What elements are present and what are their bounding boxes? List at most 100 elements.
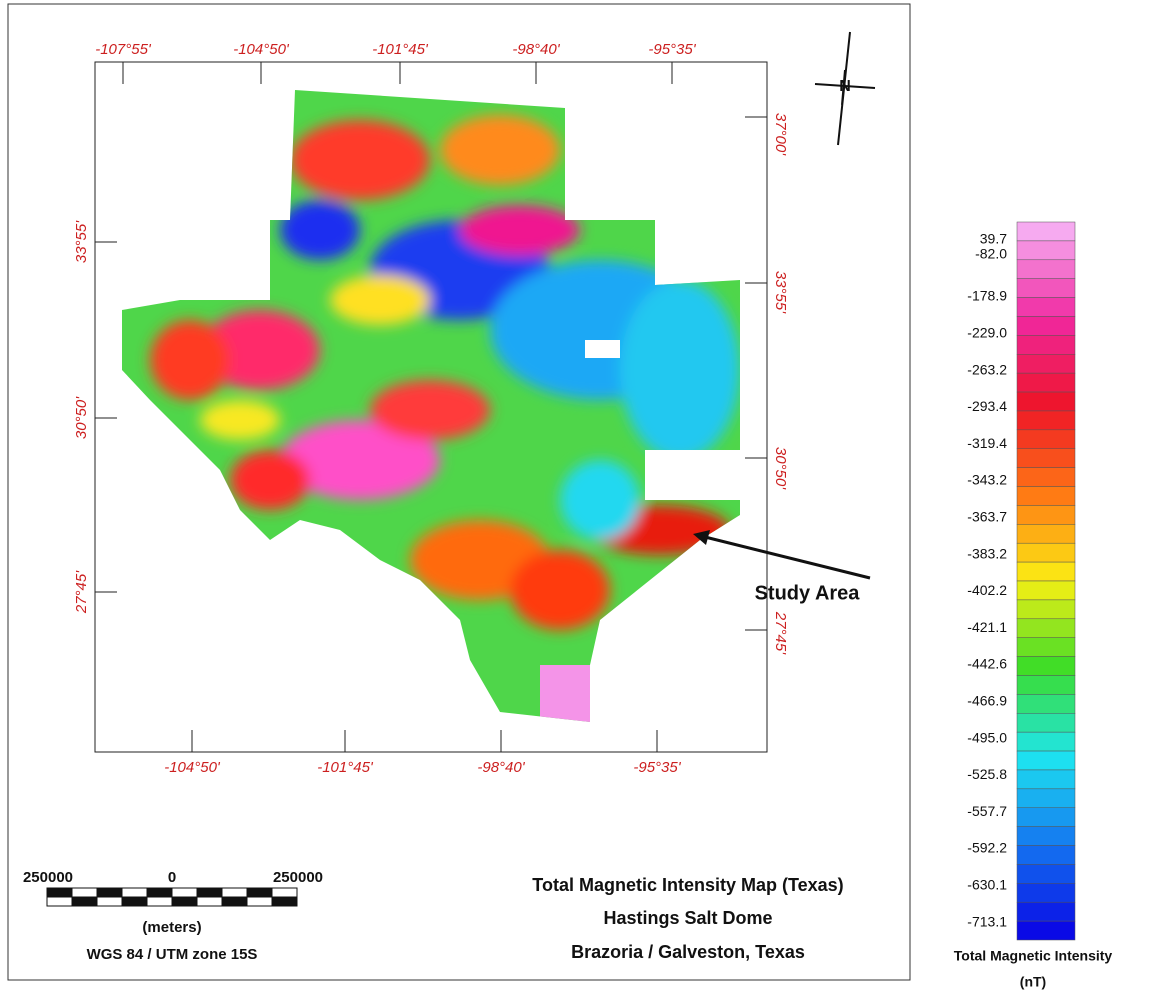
scale-segment: [197, 897, 222, 906]
legend-swatch: [1017, 298, 1075, 317]
scale-segment: [122, 897, 147, 906]
legend-title: Total Magnetic Intensity: [954, 948, 1113, 964]
scale-segment: [172, 888, 197, 897]
legend-swatch: [1017, 411, 1075, 430]
legend-label: -466.9: [967, 693, 1007, 709]
legend-label: -630.1: [967, 877, 1007, 893]
page: -107°55' -104°50' -101°45' -98°40' -95°35' -1…: [0, 0, 1150, 994]
north-label: N: [839, 78, 851, 95]
scale-bar: [47, 888, 297, 906]
legend-swatch: [1017, 354, 1075, 373]
legend-swatch: [1017, 581, 1075, 600]
color-legend: 39.7-82.0-178.9-229.0-263.2-293.4-319.4-…: [967, 222, 1075, 940]
scale-segment: [147, 888, 172, 897]
legend-label: -592.2: [967, 840, 1007, 856]
legend-swatch: [1017, 562, 1075, 581]
tick-label: -101°45': [317, 759, 374, 776]
tick-label: 27°45': [772, 611, 789, 655]
tick-label: 37°00': [772, 113, 789, 156]
scale-segment: [172, 897, 197, 906]
legend-swatch: [1017, 430, 1075, 449]
legend-label: -229.0: [967, 325, 1007, 341]
legend-swatch: [1017, 505, 1075, 524]
legend-swatch: [1017, 373, 1075, 392]
scale-unit: (meters): [142, 919, 201, 936]
legend-label: -82.0: [975, 246, 1007, 262]
legend-label: -343.2: [967, 472, 1007, 488]
legend-swatch: [1017, 732, 1075, 751]
scale-segment: [97, 897, 122, 906]
tick-label: -104°50': [233, 41, 290, 58]
legend-swatch: [1017, 864, 1075, 883]
tick-label: -107°55': [95, 41, 152, 58]
legend-swatch: [1017, 657, 1075, 676]
legend-swatch: [1017, 543, 1075, 562]
legend-swatch: [1017, 487, 1075, 506]
legend-swatch: [1017, 335, 1075, 354]
scale-segment: [272, 888, 297, 897]
legend-swatch: [1017, 808, 1075, 827]
scale-label: 250000: [273, 869, 323, 886]
scale-segment: [247, 897, 272, 906]
scale-label: 250000: [23, 869, 73, 886]
tick-label: 30°50': [73, 396, 90, 439]
legend-swatch: [1017, 468, 1075, 487]
legend-swatch: [1017, 222, 1075, 241]
legend-swatch: [1017, 600, 1075, 619]
legend-swatch: [1017, 675, 1075, 694]
tick-label: -95°35': [633, 759, 681, 776]
legend-label: -402.2: [967, 582, 1007, 598]
projection: WGS 84 / UTM zone 15S: [87, 946, 258, 963]
tick-label: -98°40': [477, 759, 525, 776]
legend-label: -557.7: [967, 803, 1007, 819]
title-line: Total Magnetic Intensity Map (Texas): [532, 875, 843, 895]
legend-label: -383.2: [967, 545, 1007, 561]
scale-segment: [147, 897, 172, 906]
legend-swatch: [1017, 846, 1075, 865]
legend-swatch: [1017, 279, 1075, 298]
legend-label: -293.4: [967, 398, 1007, 414]
legend-swatch: [1017, 883, 1075, 902]
title-line: Hastings Salt Dome: [603, 908, 772, 928]
legend-swatch: [1017, 524, 1075, 543]
legend-swatch: [1017, 789, 1075, 808]
tick-label: -101°45': [372, 41, 429, 58]
title-line: Brazoria / Galveston, Texas: [571, 942, 805, 962]
annotation: Study Area: [755, 582, 861, 604]
scale-segment: [47, 888, 72, 897]
legend-label: -178.9: [967, 288, 1007, 304]
legend-label: -319.4: [967, 435, 1007, 451]
tick-label: 33°55': [772, 271, 789, 314]
scale-segment: [47, 897, 72, 906]
legend-label: -263.2: [967, 361, 1007, 377]
scale-segment: [97, 888, 122, 897]
legend-unit: (nT): [1020, 974, 1046, 990]
tick-label: -98°40': [512, 41, 560, 58]
legend-label: -713.1: [967, 913, 1007, 929]
legend-swatch: [1017, 260, 1075, 279]
legend-swatch: [1017, 770, 1075, 789]
legend-swatch: [1017, 694, 1075, 713]
scale-segment: [222, 897, 247, 906]
legend-swatch: [1017, 316, 1075, 335]
legend-swatch: [1017, 619, 1075, 638]
legend-swatch: [1017, 827, 1075, 846]
scale-segment: [72, 897, 97, 906]
legend-swatch: [1017, 241, 1075, 260]
scale-label: 0: [168, 869, 176, 886]
tick-label: -95°35': [648, 41, 696, 58]
legend-swatch: [1017, 449, 1075, 468]
scale-segment: [197, 888, 222, 897]
legend-swatch: [1017, 392, 1075, 411]
scale-segment: [222, 888, 247, 897]
tick-label: 27°45': [73, 570, 90, 614]
scale-segment: [72, 888, 97, 897]
legend-swatch: [1017, 638, 1075, 657]
legend-label: -421.1: [967, 619, 1007, 635]
legend-label: -363.7: [967, 509, 1007, 525]
scale-segment: [247, 888, 272, 897]
legend-swatch: [1017, 713, 1075, 732]
legend-label: -525.8: [967, 766, 1007, 782]
legend-label: -495.0: [967, 729, 1007, 745]
tick-label: 30°50': [772, 447, 789, 490]
